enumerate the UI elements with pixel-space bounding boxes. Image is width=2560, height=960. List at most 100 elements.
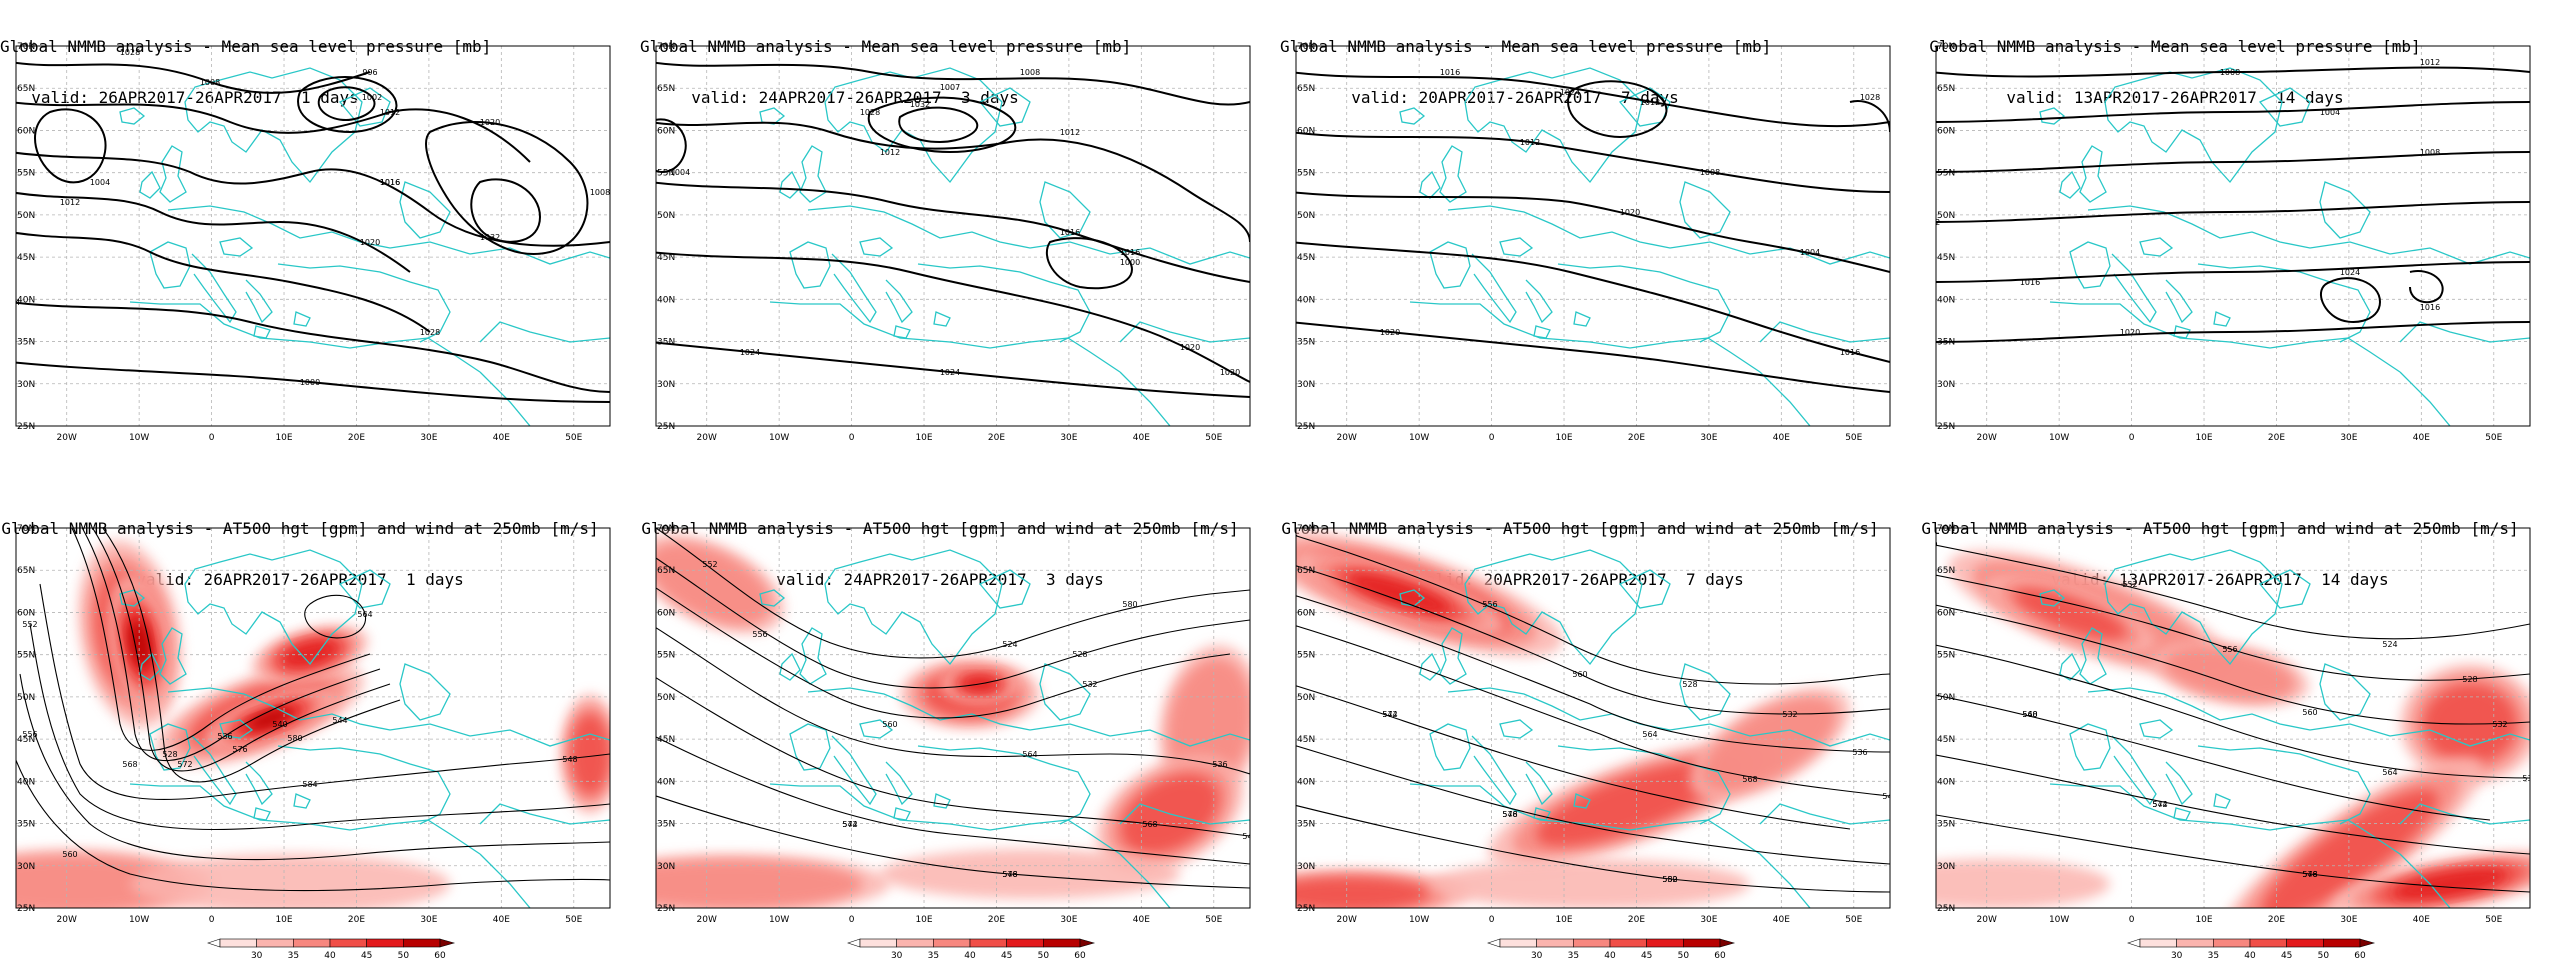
longitude-label: 0 [849, 915, 855, 925]
latitude-label: 40N [1937, 777, 1955, 787]
coastline [1533, 325, 1551, 339]
coastline [2173, 807, 2191, 821]
longitude-label: 20E [348, 915, 365, 925]
coastline [479, 853, 531, 908]
isobar-label: 1004 [90, 178, 110, 187]
contour-label: 560 [882, 720, 897, 729]
coastline [479, 803, 610, 825]
coastline [129, 783, 481, 855]
map-frame [655, 45, 1251, 427]
isobar [470, 178, 542, 243]
wind-speed-shading [281, 639, 339, 669]
coastline [789, 723, 831, 771]
colorbar-label: 45 [361, 951, 372, 960]
latitude-label: 25N [657, 422, 675, 432]
isobar-label: 1000 [300, 378, 320, 387]
isobar-label: 1028 [860, 108, 880, 117]
contour-label: 548 [562, 755, 577, 764]
colorbar-label: 50 [398, 951, 410, 960]
latitude-label: 70N [657, 524, 675, 534]
contour-label: 544 [842, 820, 857, 829]
isobar-label: 1016 [1440, 68, 1460, 77]
coastline [2399, 321, 2530, 343]
contour-label: 560 [2302, 708, 2317, 717]
contour-label: 544 [1382, 710, 1397, 719]
isobar [656, 61, 1250, 106]
longitude-label: 20W [57, 433, 77, 443]
isobar-label: 1028 [420, 328, 440, 337]
wind-speed-shading [130, 854, 450, 908]
longitude-label: 20E [1628, 915, 1645, 925]
coastline [184, 549, 363, 666]
longitude-label: 20W [1977, 915, 1997, 925]
isobar [1296, 241, 1890, 363]
contour-label: 564 [2382, 768, 2397, 777]
longitude-label: 20E [2268, 915, 2285, 925]
latitude-label: 30N [657, 380, 675, 390]
coastline [399, 663, 451, 721]
isobar [656, 121, 1250, 243]
wind-speed-shading [1430, 859, 1750, 908]
latitude-label: 25N [1297, 904, 1315, 914]
wind-speed-shading [1296, 877, 1430, 908]
coastline [799, 145, 827, 203]
colorbar-segment [1536, 938, 1574, 948]
wind-speed-shading [570, 714, 610, 794]
isobar [2320, 277, 2382, 323]
contour-label: 584 [1290, 530, 1298, 539]
map-frame [1295, 527, 1891, 909]
coastline [184, 67, 363, 184]
longitude-label: 10W [769, 433, 789, 443]
coastline [129, 301, 481, 373]
contour-label: 552 [1662, 875, 1677, 884]
wind-speed-shading [2392, 868, 2508, 900]
isobar-label: 1020 [1380, 328, 1400, 337]
coastline [149, 241, 191, 289]
colorbar-label: 40 [964, 951, 976, 960]
coastline [191, 253, 237, 324]
contour-label: 564 [1022, 750, 1037, 759]
colorbar-segment [2286, 938, 2324, 948]
coastline [139, 170, 161, 199]
latitude-label: 45N [1297, 253, 1315, 263]
latitude-label: 50N [1297, 211, 1315, 221]
coastline [831, 735, 877, 806]
coastline [2049, 783, 2401, 855]
latitude-label: 65N [17, 566, 35, 576]
longitude-label: 50E [1205, 915, 1222, 925]
coastline [917, 263, 1091, 343]
colorbar-label: 40 [2244, 951, 2256, 960]
isobar [1296, 131, 1890, 193]
coastline [219, 237, 254, 257]
latitude-label: 60N [17, 608, 35, 618]
contour-label: 524 [2382, 640, 2397, 649]
height-contour [1296, 535, 1890, 685]
longitude-label: 0 [209, 433, 215, 443]
coastline [293, 311, 311, 327]
latitude-label: 55N [1297, 169, 1315, 179]
latitude-label: 65N [17, 84, 35, 94]
isobar [16, 151, 610, 247]
colorbar-label: 50 [1678, 951, 1690, 960]
isobar-label: 1020 [1220, 368, 1240, 377]
mslp-map: 1008 1012 1016 1020 1024 1028 1032 1004 1000 1007… [655, 42, 1251, 443]
colorbar-label: 50 [2318, 951, 2330, 960]
colorbar-segment [256, 938, 294, 948]
map-frame [15, 527, 611, 909]
height-contour [1296, 685, 1851, 830]
coastline [159, 627, 187, 685]
latitude-label: 35N [657, 820, 675, 830]
coastline [933, 311, 951, 327]
wind-colorbar: 30 35 40 45 50 60 [847, 938, 1096, 960]
longitude-label: 10W [1409, 433, 1429, 443]
longitude-label: 50E [1845, 915, 1862, 925]
latitude-label: 50N [1937, 211, 1955, 221]
coastline [245, 279, 273, 324]
coastline [1119, 803, 1250, 825]
isobar-label: 1008 [2420, 148, 2440, 157]
coastline [1439, 627, 1467, 685]
coastline [191, 735, 237, 806]
coastline [1464, 549, 1643, 666]
latitude-label: 45N [17, 735, 35, 745]
latitude-label: 35N [1297, 338, 1315, 348]
